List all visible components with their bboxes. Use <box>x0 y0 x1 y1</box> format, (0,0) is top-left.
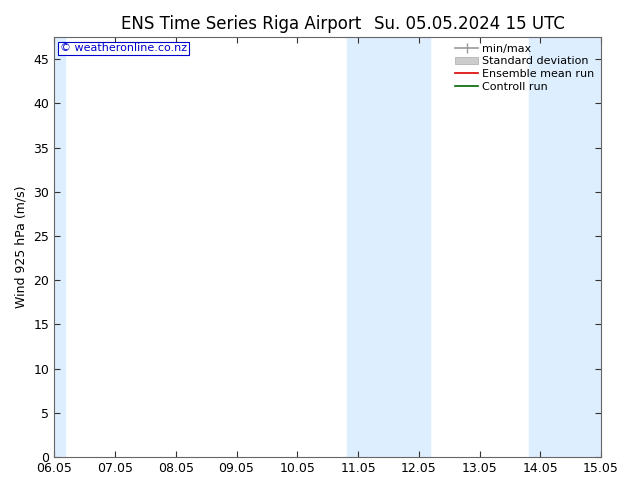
Legend: min/max, Standard deviation, Ensemble mean run, Controll run: min/max, Standard deviation, Ensemble me… <box>452 40 598 96</box>
Bar <box>55 37 65 457</box>
Bar <box>347 37 430 457</box>
Text: ENS Time Series Riga Airport: ENS Time Series Riga Airport <box>121 15 361 33</box>
Y-axis label: Wind 925 hPa (m/s): Wind 925 hPa (m/s) <box>15 186 28 308</box>
Bar <box>529 37 601 457</box>
Text: Su. 05.05.2024 15 UTC: Su. 05.05.2024 15 UTC <box>373 15 565 33</box>
Text: © weatheronline.co.nz: © weatheronline.co.nz <box>60 43 187 53</box>
